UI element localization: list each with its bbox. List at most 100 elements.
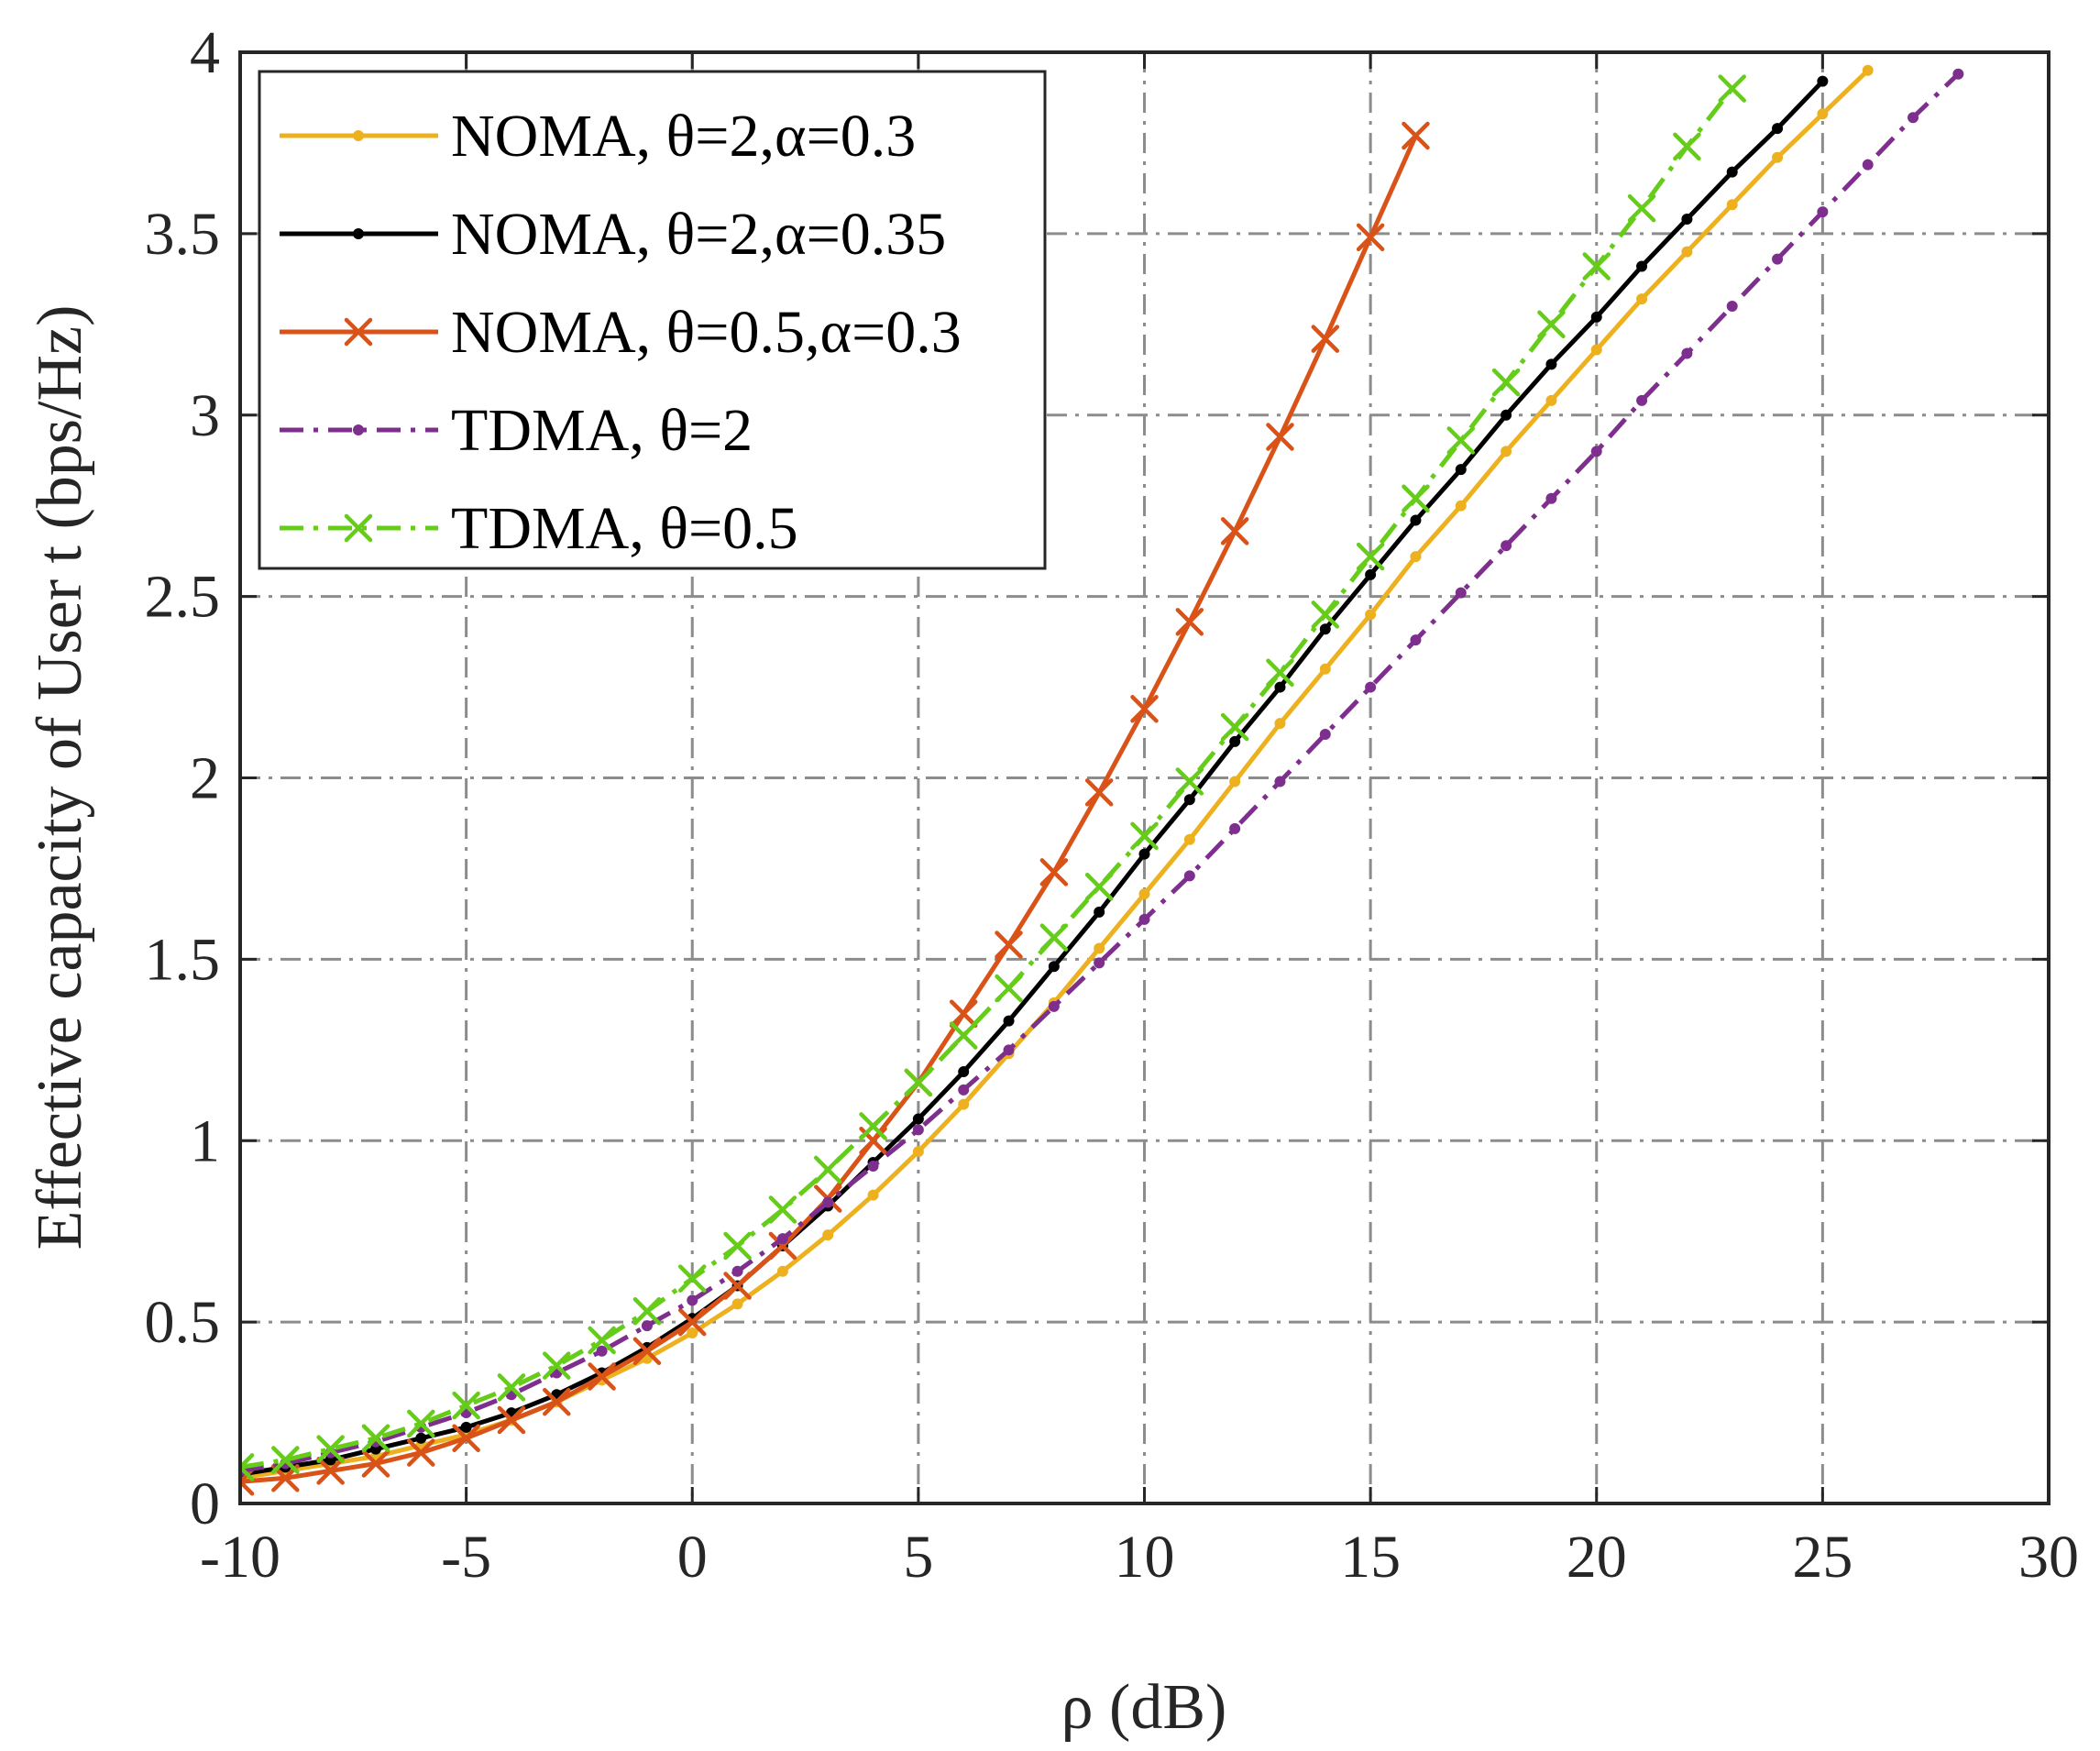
data-point — [678, 1264, 707, 1293]
data-point — [271, 1446, 300, 1474]
data-point — [949, 999, 978, 1028]
y-tick-label: 1 — [190, 1107, 220, 1174]
data-point — [1681, 347, 1693, 359]
data-point — [1048, 1000, 1060, 1012]
data-point — [1319, 729, 1331, 741]
data-point — [678, 1307, 707, 1337]
data-point — [1356, 223, 1385, 252]
data-point — [415, 1432, 427, 1444]
y-axis-label: Effective capacity of User t (bps/Hz) — [25, 305, 95, 1250]
legend-box — [258, 70, 1047, 570]
data-point — [822, 1229, 834, 1241]
data-point — [867, 1160, 879, 1172]
data-point — [1772, 123, 1784, 135]
data-point — [1319, 663, 1331, 675]
data-point — [1455, 464, 1467, 476]
data-point — [995, 931, 1023, 959]
data-point — [1501, 409, 1512, 421]
data-point — [1402, 121, 1430, 150]
data-point — [596, 1345, 608, 1357]
data-point — [641, 1320, 653, 1332]
data-point — [1229, 822, 1241, 834]
y-tick-label: 3.5 — [145, 201, 221, 268]
series-line — [240, 72, 1961, 1473]
x-tick-label: 0 — [677, 1524, 708, 1591]
data-point — [1636, 260, 1648, 272]
data-point — [731, 1298, 743, 1310]
data-point — [407, 1438, 435, 1467]
data-point — [958, 1066, 970, 1078]
data-point — [543, 1351, 571, 1380]
x-tick-label: 20 — [1567, 1524, 1627, 1591]
data-point — [407, 1409, 435, 1438]
data-point — [1229, 776, 1241, 787]
data-point — [1094, 906, 1105, 918]
data-point — [1039, 923, 1069, 952]
x-tick-label: 30 — [2018, 1524, 2079, 1591]
data-point — [776, 1265, 788, 1277]
data-point — [1908, 112, 1919, 124]
data-point — [958, 1098, 970, 1110]
data-point — [1039, 858, 1069, 887]
data-point — [1138, 913, 1150, 925]
data-point — [859, 1112, 887, 1140]
series-5 — [240, 74, 1746, 1481]
x-axis-ticks: -10 -5 0 5 10 15 20 25 30 — [200, 52, 2079, 1591]
data-point — [768, 1231, 797, 1261]
data-point — [1501, 446, 1512, 457]
data-point — [1274, 718, 1286, 730]
data-point — [867, 1189, 879, 1201]
data-point — [588, 1362, 616, 1391]
x-tick-label: 5 — [903, 1524, 933, 1591]
data-point — [768, 1195, 797, 1224]
y-tick-label: 2.5 — [145, 564, 221, 631]
data-point — [1817, 108, 1829, 120]
data-point — [1455, 500, 1467, 512]
data-point — [912, 1113, 924, 1125]
data-point — [723, 1272, 752, 1300]
data-point — [1410, 634, 1422, 646]
data-point — [1138, 848, 1150, 860]
data-point — [1003, 1015, 1015, 1027]
data-point — [1094, 942, 1105, 954]
data-point — [1636, 394, 1648, 406]
data-point — [1636, 293, 1648, 305]
data-point — [1175, 608, 1204, 636]
data-point — [1365, 681, 1377, 693]
data-point — [1862, 64, 1874, 76]
data-point — [1545, 394, 1557, 406]
data-point — [822, 1196, 834, 1208]
data-point — [1183, 833, 1195, 845]
data-point — [1545, 358, 1557, 370]
data-point — [1681, 246, 1693, 258]
data-point — [1183, 794, 1195, 806]
series-layer — [240, 64, 1964, 1496]
data-point — [632, 1297, 662, 1326]
y-axis-ticks: 0 0.5 1 1.5 2 2.5 3 3.5 4 — [145, 19, 2049, 1537]
data-point — [240, 1453, 255, 1481]
data-point — [632, 1337, 662, 1366]
x-tick-label: -5 — [441, 1524, 491, 1591]
data-point — [1545, 492, 1557, 504]
data-point — [1220, 517, 1249, 545]
data-point — [588, 1326, 616, 1355]
data-point — [497, 1373, 526, 1402]
data-point — [723, 1231, 752, 1261]
data-point — [1175, 767, 1204, 796]
data-point — [1365, 609, 1377, 621]
legend-swatch-marker — [353, 228, 364, 239]
data-point — [1229, 735, 1241, 747]
data-point — [1266, 423, 1294, 451]
data-point — [1726, 301, 1738, 313]
data-point — [316, 1435, 345, 1463]
data-point — [912, 1124, 924, 1136]
legend-label: NOMA, θ=2,α=0.35 — [451, 201, 946, 268]
y-tick-label: 3 — [190, 382, 220, 449]
legend-swatch-marker — [344, 513, 373, 543]
y-tick-label: 4 — [190, 19, 220, 86]
data-point — [1319, 623, 1331, 635]
x-tick-label: 15 — [1340, 1524, 1401, 1591]
data-point — [949, 1021, 978, 1050]
data-point — [1537, 310, 1566, 339]
